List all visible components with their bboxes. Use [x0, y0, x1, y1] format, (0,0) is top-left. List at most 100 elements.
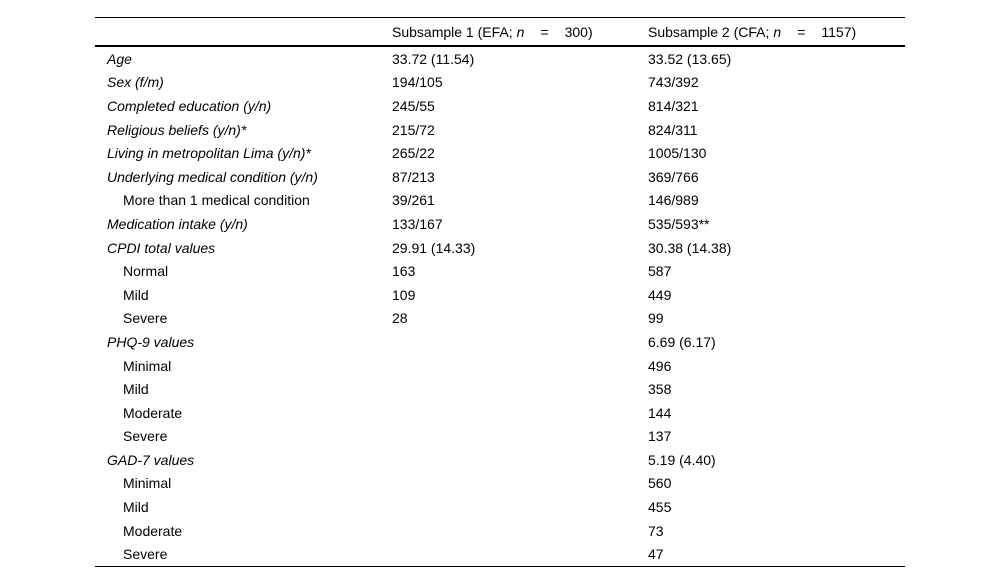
- header-subsample1-count: 300): [564, 23, 593, 40]
- subsample2-value: 99: [648, 310, 664, 327]
- subsample1-value: 87/213: [392, 168, 435, 185]
- subsample1-value: [392, 425, 648, 449]
- subsample2-value: 73: [648, 522, 664, 539]
- subsample2-value: 358: [648, 381, 672, 398]
- subsample1-value: [392, 542, 648, 566]
- header-subsample2: Subsample 2 (CFA; n = 1157): [648, 18, 905, 47]
- table-row: Age 33.72 (11.54) 33.52 (13.65): [95, 46, 905, 71]
- row-label: Completed education (y/n): [107, 97, 272, 114]
- row-label: Severe: [123, 546, 168, 563]
- subsample1-value: [392, 377, 648, 401]
- subsample1-value: 245/55: [392, 97, 435, 114]
- table-row: PHQ-9 values 6.69 (6.17): [95, 330, 905, 354]
- subsample2-value: 144: [648, 404, 672, 421]
- subsample1-value: 28: [392, 310, 408, 327]
- table-row: Sex (f/m) 194/105 743/392: [95, 71, 905, 95]
- subsample2-value: 1005/130: [648, 145, 707, 162]
- subsample1-value: [392, 401, 648, 425]
- subsample1-value: 109: [392, 286, 416, 303]
- table-row: Living in metropolitan Lima (y/n)* 265/22…: [95, 141, 905, 165]
- subsample1-value: 215/72: [392, 121, 435, 138]
- subsample2-value: 5.19 (4.40): [648, 451, 716, 468]
- subsample1-value: 133/167: [392, 215, 443, 232]
- subsample1-value: [392, 519, 648, 543]
- row-label: Severe: [123, 310, 168, 327]
- subsample1-value: [392, 472, 648, 496]
- subsample1-value: 39/261: [392, 192, 435, 209]
- subsample2-value: 560: [648, 475, 672, 492]
- subsample2-value: 587: [648, 263, 672, 280]
- row-label: Living in metropolitan Lima (y/n)*: [107, 145, 311, 162]
- subsample2-value: 30.38 (14.38): [648, 239, 732, 256]
- header-subsample1: Subsample 1 (EFA; n = 300): [392, 18, 648, 47]
- row-label: PHQ-9 values: [107, 333, 195, 350]
- row-label: Underlying medical condition (y/n): [107, 168, 318, 185]
- table-row: Mild 109 449: [95, 283, 905, 307]
- header-subsample1-text: Subsample 1 (EFA;: [392, 23, 513, 40]
- table-row: Severe 137: [95, 425, 905, 449]
- row-label: Sex (f/m): [107, 74, 164, 91]
- subsample1-value: 29.91 (14.33): [392, 239, 476, 256]
- header-subsample2-equals: =: [797, 23, 806, 40]
- subsample2-value: 455: [648, 499, 672, 516]
- row-label: Moderate: [123, 404, 183, 421]
- table-row: GAD-7 values 5.19 (4.40): [95, 448, 905, 472]
- table-row: Severe 47: [95, 542, 905, 566]
- table-row: Normal 163 587: [95, 259, 905, 283]
- subsample2-value: 137: [648, 428, 672, 445]
- row-label: More than 1 medical condition: [123, 192, 310, 209]
- header-subsample1-n: n: [516, 23, 525, 40]
- row-label: Moderate: [123, 522, 183, 539]
- subsample2-value: 496: [648, 357, 672, 374]
- subsample1-value: [392, 495, 648, 519]
- table-row: Moderate 144: [95, 401, 905, 425]
- row-label: Mild: [123, 499, 149, 516]
- row-label: Religious beliefs (y/n)*: [107, 121, 247, 138]
- header-empty-cell: [95, 18, 392, 47]
- header-subsample2-count: 1157): [821, 23, 857, 40]
- header-subsample2-n: n: [773, 23, 782, 40]
- subsample1-value: [392, 354, 648, 378]
- table-row: Moderate 73: [95, 519, 905, 543]
- table-row: Mild 455: [95, 495, 905, 519]
- table-row: More than 1 medical condition 39/261 146/9…: [95, 189, 905, 213]
- row-label: Normal: [123, 263, 169, 280]
- row-label: Age: [107, 50, 132, 67]
- table-row: Underlying medical condition (y/n) 87/213…: [95, 165, 905, 189]
- table-row: Minimal 560: [95, 472, 905, 496]
- header-subsample2-text: Subsample 2 (CFA;: [648, 23, 770, 40]
- row-label: Minimal: [123, 357, 172, 374]
- row-label: GAD-7 values: [107, 451, 195, 468]
- subsample1-value: 33.72 (11.54): [392, 50, 475, 67]
- header-row: Subsample 1 (EFA; n = 300) Subsample 2 (CFA…: [95, 18, 905, 47]
- subsample2-value: 146/989: [648, 192, 699, 209]
- demographics-table: Subsample 1 (EFA; n = 300) Subsample 2 (CFA…: [95, 17, 905, 568]
- table-row: CPDI total values 29.91 (14.33) 30.38 (14.…: [95, 236, 905, 260]
- table-row: Religious beliefs (y/n)* 215/72 824/311: [95, 118, 905, 142]
- table-body: Age 33.72 (11.54) 33.52 (13.65) Sex (f/m) 19…: [95, 46, 905, 567]
- subsample2-value: 814/321: [648, 97, 699, 114]
- row-label: CPDI total values: [107, 239, 216, 256]
- subsample2-value: 369/766: [648, 168, 699, 185]
- row-label: Severe: [123, 428, 168, 445]
- subsample2-value: 535/593**: [648, 215, 710, 232]
- subsample2-value: 824/311: [648, 121, 698, 138]
- subsample2-value: 6.69 (6.17): [648, 333, 716, 350]
- table-row: Medication intake (y/n) 133/167 535/593**: [95, 212, 905, 236]
- table-row: Completed education (y/n) 245/55 814/321: [95, 94, 905, 118]
- subsample2-value: 743/392: [648, 74, 699, 91]
- row-label: Medication intake (y/n): [107, 215, 248, 232]
- table-row: Minimal 496: [95, 354, 905, 378]
- subsample2-value: 47: [648, 546, 664, 563]
- subsample1-value: [392, 330, 648, 354]
- header-subsample1-equals: =: [540, 23, 549, 40]
- subsample1-value: [392, 448, 648, 472]
- subsample1-value: 194/105: [392, 74, 443, 91]
- table-row: Severe 28 99: [95, 307, 905, 331]
- subsample2-value: 33.52 (13.65): [648, 50, 732, 67]
- subsample1-value: 265/22: [392, 145, 435, 162]
- subsample1-value: 163: [392, 263, 416, 280]
- row-label: Minimal: [123, 475, 172, 492]
- table-row: Mild 358: [95, 377, 905, 401]
